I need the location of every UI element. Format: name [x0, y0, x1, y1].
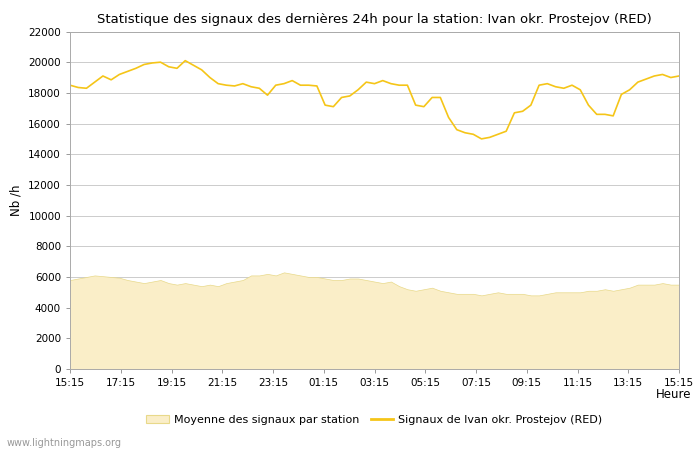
Signaux de Ivan okr. Prostejov (RED)	[675, 73, 683, 79]
Signaux de Ivan okr. Prostejov (RED)	[477, 136, 486, 142]
Legend: Moyenne des signaux par station, Signaux de Ivan okr. Prostejov (RED): Moyenne des signaux par station, Signaux…	[142, 410, 607, 429]
Signaux de Ivan okr. Prostejov (RED)	[559, 86, 568, 91]
Y-axis label: Nb /h: Nb /h	[10, 184, 22, 216]
X-axis label: Heure: Heure	[656, 387, 691, 400]
Signaux de Ivan okr. Prostejov (RED)	[625, 87, 634, 93]
Title: Statistique des signaux des dernières 24h pour la station: Ivan okr. Prostejov (: Statistique des signaux des dernières 24…	[97, 13, 652, 26]
Signaux de Ivan okr. Prostejov (RED)	[584, 103, 593, 108]
Signaux de Ivan okr. Prostejov (RED)	[568, 82, 576, 88]
Signaux de Ivan okr. Prostejov (RED)	[181, 58, 190, 63]
Text: www.lightningmaps.org: www.lightningmaps.org	[7, 438, 122, 448]
Signaux de Ivan okr. Prostejov (RED)	[543, 81, 552, 86]
Signaux de Ivan okr. Prostejov (RED)	[66, 82, 74, 88]
Line: Signaux de Ivan okr. Prostejov (RED): Signaux de Ivan okr. Prostejov (RED)	[70, 61, 679, 139]
Signaux de Ivan okr. Prostejov (RED)	[116, 72, 124, 77]
